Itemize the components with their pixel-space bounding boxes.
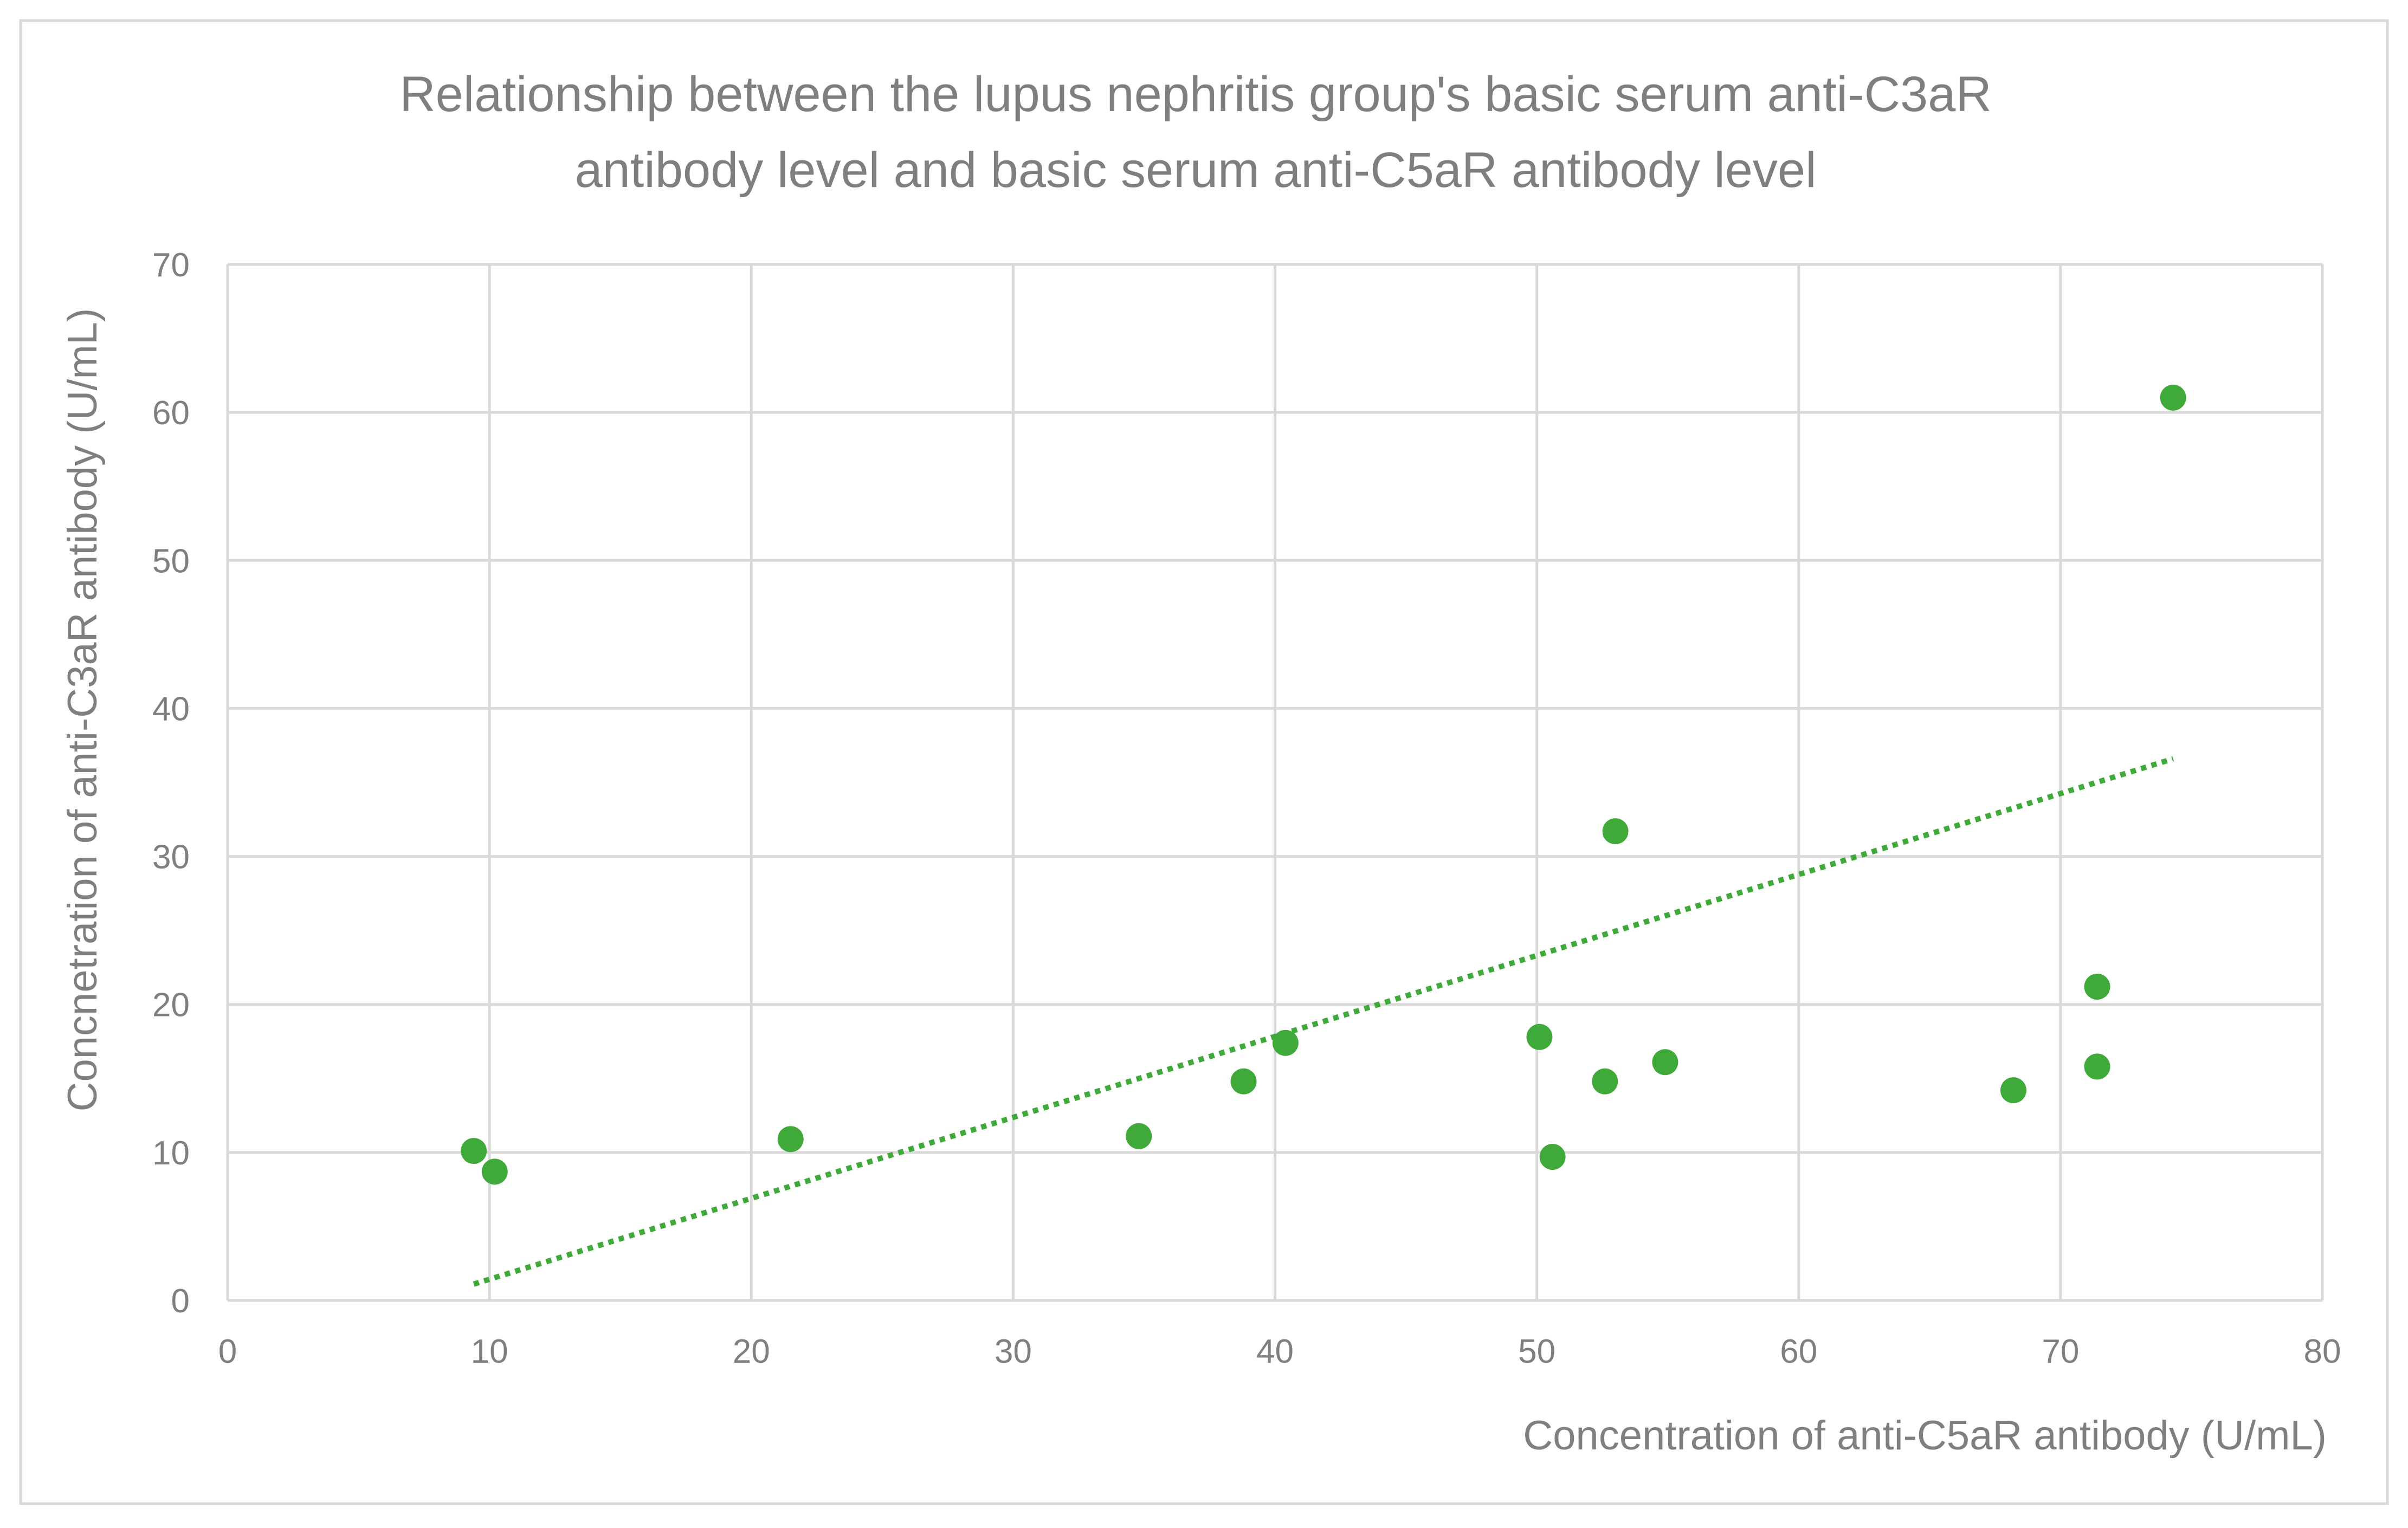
y-tick-label: 70 <box>152 247 190 284</box>
data-point <box>2084 1053 2110 1080</box>
data-point <box>1592 1068 1618 1095</box>
x-tick-label: 30 <box>995 1333 1032 1370</box>
y-tick-label: 30 <box>152 839 190 876</box>
chart-title-line-1: Relationship between the lupus nephritis… <box>399 67 1992 122</box>
data-point <box>1539 1144 1566 1170</box>
trendline-layer <box>473 756 2174 1287</box>
data-points <box>461 384 2186 1185</box>
y-axis-title: Concnetration of anti-C3aR antibody (U/m… <box>60 308 106 1112</box>
data-point <box>2160 384 2186 411</box>
x-tick-label: 80 <box>2304 1333 2341 1370</box>
data-point <box>777 1126 804 1153</box>
trendline <box>473 756 2174 1287</box>
y-tick-label: 40 <box>152 690 190 728</box>
data-point <box>2084 973 2110 1000</box>
data-point <box>461 1138 487 1164</box>
gridlines <box>226 263 2324 1302</box>
y-tick-label: 50 <box>152 542 190 580</box>
x-tick-label: 60 <box>1780 1333 1817 1370</box>
data-point <box>1230 1068 1257 1095</box>
x-tick-label: 0 <box>218 1333 237 1370</box>
y-tick-label: 10 <box>152 1135 190 1172</box>
data-point <box>1602 818 1629 845</box>
x-tick-label: 10 <box>471 1333 508 1370</box>
x-tick-label: 40 <box>1256 1333 1294 1370</box>
data-point <box>481 1158 508 1185</box>
chart-border <box>19 19 2389 1505</box>
x-tick-label: 20 <box>733 1333 770 1370</box>
y-tick-label: 0 <box>171 1283 190 1320</box>
chart-title-line-2: antibody level and basic serum anti-C5aR… <box>574 143 1816 198</box>
x-axis-title: Concentration of anti-C5aR antibody (U/m… <box>1523 1413 2327 1459</box>
data-point <box>1526 1024 1553 1050</box>
x-tick-label: 70 <box>2042 1333 2079 1370</box>
tick-labels: 0 10 20 30 40 50 60 70 80 0 10 20 30 40 50 60 70 <box>152 247 2341 1370</box>
data-point <box>1272 1030 1299 1056</box>
data-point <box>1652 1049 1679 1076</box>
y-tick-label: 60 <box>152 394 190 432</box>
data-point <box>1126 1123 1152 1149</box>
data-point <box>2000 1077 2026 1104</box>
y-tick-label: 20 <box>152 987 190 1024</box>
x-tick-label: 50 <box>1518 1333 1555 1370</box>
